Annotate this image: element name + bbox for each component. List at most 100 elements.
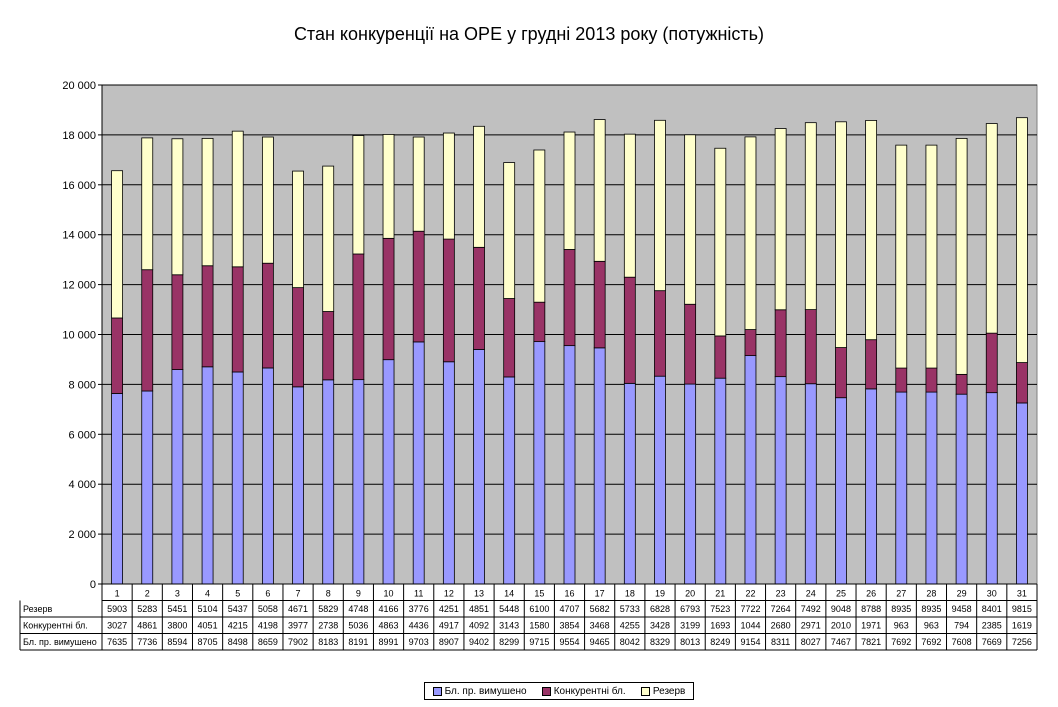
data-label: 7669	[982, 637, 1002, 647]
bar-segment	[1016, 402, 1028, 585]
data-label: 8042	[620, 637, 640, 647]
bar-segment	[865, 388, 878, 585]
x-tick-label: 9	[356, 588, 361, 598]
bar-segment	[623, 133, 636, 278]
data-label: 7492	[801, 604, 821, 614]
bar-segment	[835, 121, 847, 348]
data-label: 9703	[409, 637, 429, 647]
data-label: 5451	[167, 604, 187, 614]
bar-segment	[895, 144, 908, 369]
data-label: 2010	[831, 620, 851, 630]
legend-item: Конкурентні бл.	[541, 686, 626, 697]
bar-segment	[261, 262, 274, 369]
bar-segment	[352, 135, 365, 255]
x-tick-label: 2	[145, 588, 150, 598]
data-label: 8013	[680, 637, 700, 647]
bar-segment	[412, 230, 425, 343]
data-label: 3854	[559, 620, 579, 630]
bar-segment	[261, 367, 274, 585]
bar-segment	[744, 329, 757, 357]
bar-segment	[111, 170, 123, 319]
data-label: 4861	[137, 620, 157, 630]
bar-segment	[322, 311, 335, 381]
data-label: 3143	[499, 620, 519, 630]
table-row-label: Резерв	[23, 604, 52, 614]
bar-segment	[774, 128, 787, 311]
x-tick-label: 30	[987, 588, 997, 598]
data-label: 9715	[529, 637, 549, 647]
x-tick-label: 14	[504, 588, 514, 598]
bar-segment	[563, 131, 576, 250]
data-label: 4851	[469, 604, 489, 614]
bar-segment	[473, 349, 485, 585]
bar-segment	[714, 377, 727, 585]
bar-segment	[955, 393, 968, 585]
bar-segment	[895, 391, 908, 585]
data-label: 794	[954, 620, 969, 630]
data-label: 6828	[650, 604, 670, 614]
data-label: 7264	[771, 604, 791, 614]
x-tick-label: 31	[1017, 588, 1027, 598]
data-label: 9458	[952, 604, 972, 614]
bar-segment	[835, 397, 847, 585]
data-label: 5058	[258, 604, 278, 614]
data-label: 4092	[469, 620, 489, 630]
data-label: 3199	[680, 620, 700, 630]
legend-label-forced: Бл. пр. вимушено	[444, 685, 527, 697]
x-tick-label: 25	[836, 588, 846, 598]
data-label: 3428	[650, 620, 670, 630]
y-tick-label: 10 000	[62, 330, 96, 342]
x-tick-label: 7	[296, 588, 301, 598]
data-label: 2680	[771, 620, 791, 630]
data-label: 8935	[921, 604, 941, 614]
x-tick-label: 21	[715, 588, 725, 598]
bar-segment	[804, 122, 817, 310]
bar-segment	[925, 144, 938, 369]
x-tick-label: 15	[534, 588, 544, 598]
x-tick-label: 16	[564, 588, 574, 598]
bar-segment	[141, 269, 154, 392]
data-label: 8659	[258, 637, 278, 647]
bar-segment	[955, 137, 968, 375]
data-label: 8907	[439, 637, 459, 647]
legend-label-reserve: Резерв	[652, 685, 686, 697]
bar-segment	[171, 369, 184, 585]
bar-segment	[533, 341, 546, 585]
bar-segment	[503, 376, 516, 585]
data-label: 8594	[167, 637, 187, 647]
bar-segment	[1016, 117, 1028, 363]
data-label: 1044	[740, 620, 760, 630]
table-row-label: Бл. пр. вимушено	[23, 637, 97, 647]
data-label: 5283	[137, 604, 157, 614]
data-label: 8299	[499, 637, 519, 647]
bar-segment	[412, 136, 425, 232]
x-tick-label: 27	[896, 588, 906, 598]
bar-segment	[231, 371, 244, 585]
y-tick-label: 0	[90, 579, 96, 591]
data-label: 8788	[861, 604, 881, 614]
x-tick-label: 20	[685, 588, 695, 598]
bar-segment	[171, 274, 184, 370]
y-tick-label: 12 000	[62, 280, 96, 292]
bar-segment	[442, 132, 455, 240]
x-tick-label: 18	[625, 588, 635, 598]
bar-segment	[533, 301, 546, 343]
chart-title: Стан конкуренції на ОРЕ у грудні 2013 ро…	[293, 24, 765, 44]
x-tick-label: 24	[806, 588, 816, 598]
x-tick-label: 22	[745, 588, 755, 598]
bar-segment	[231, 266, 244, 373]
data-label: 4215	[228, 620, 248, 630]
x-tick-label: 1	[115, 588, 120, 598]
bar-segment	[382, 237, 395, 361]
data-label: 1580	[529, 620, 549, 630]
bar-segment	[171, 138, 184, 276]
data-label: 4707	[559, 604, 579, 614]
bar-segment	[473, 125, 485, 248]
data-label: 7821	[861, 637, 881, 647]
bar-segment	[412, 341, 425, 585]
data-label: 963	[924, 620, 939, 630]
data-label: 4255	[620, 620, 640, 630]
data-label: 4166	[379, 604, 399, 614]
data-label: 4671	[288, 604, 308, 614]
data-label: 3800	[167, 620, 187, 630]
